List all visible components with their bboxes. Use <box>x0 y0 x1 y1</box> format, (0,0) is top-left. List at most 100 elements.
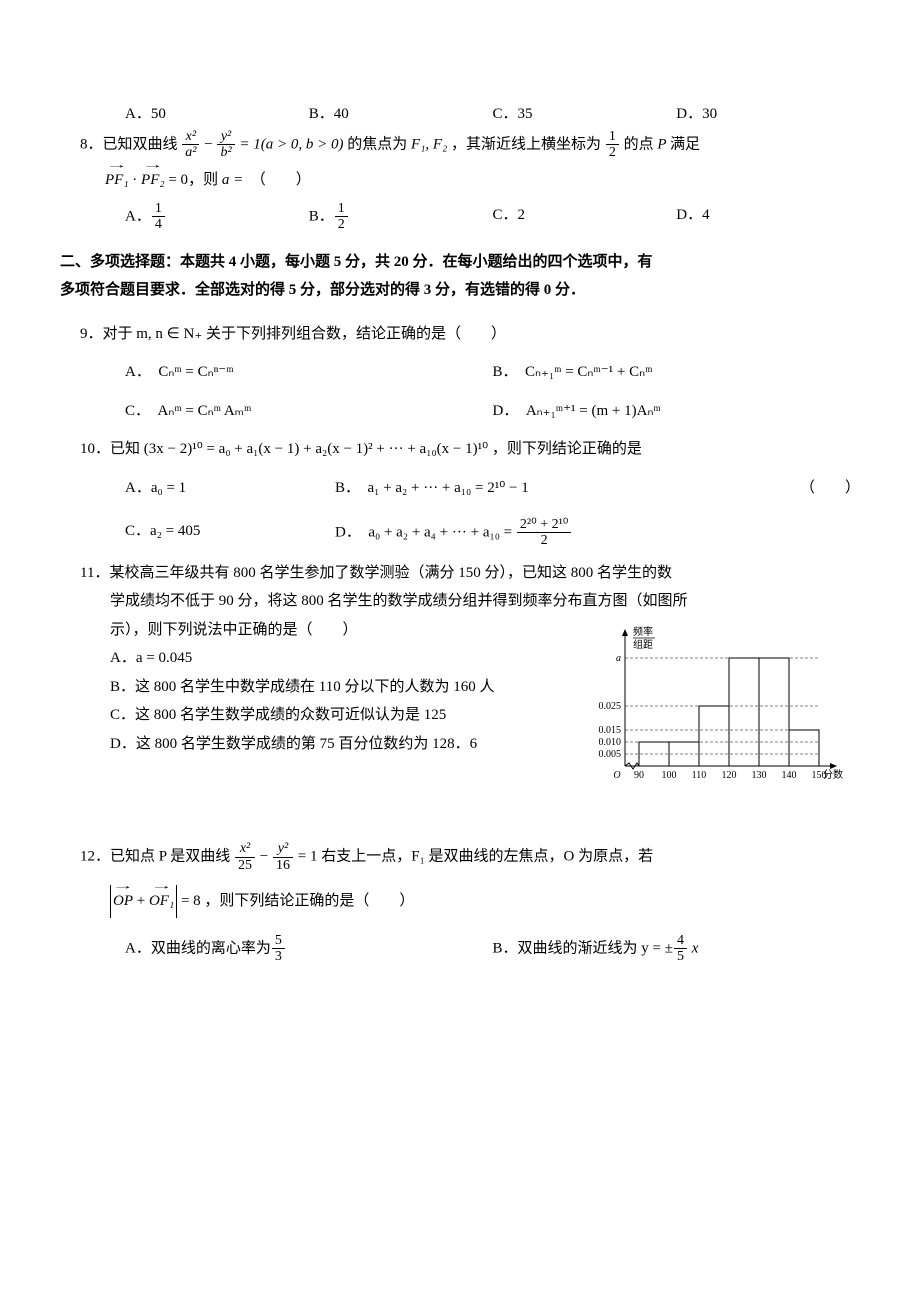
q8-prefix: 已知双曲线 <box>103 136 178 152</box>
q8-a: a = <box>218 172 243 188</box>
frac-den: 16 <box>273 858 293 873</box>
histogram-svg: a0.0250.0150.0100.0059010011012013014015… <box>580 621 860 791</box>
frac-num: 1 <box>606 129 619 145</box>
q10: 10．已知 (3x − 2)¹⁰ = a₀ + a₁(x − 1) + a₂(x… <box>60 435 860 549</box>
svg-text:a: a <box>616 653 621 664</box>
q12-a-pre: A．双曲线的离心率为 <box>125 940 271 956</box>
frac-den: 2 <box>606 145 619 160</box>
q8-l2suf: ，则 <box>188 172 218 188</box>
q9-opt-d: D． Aₙ₊₁ᵐ⁺¹ = (m + 1)Aₙᵐ <box>493 397 861 426</box>
q8-frac-x: x²a² <box>182 129 199 161</box>
q12-abs: OP + OF₁ <box>110 885 177 918</box>
vec-of: OF₁ <box>149 887 174 916</box>
svg-text:分数: 分数 <box>823 768 843 781</box>
q8-num: 8． <box>80 136 103 152</box>
frac-den: b² <box>217 145 234 160</box>
q8-suf3: 满足 <box>670 136 700 152</box>
q8-opt-b: B．12 <box>309 201 493 233</box>
opt-label: B． <box>309 208 334 224</box>
section-2-header: 二、多项选择题：本题共 4 小题，每小题 5 分，共 20 分．在每小题给出的四… <box>60 248 860 305</box>
frac-den: 25 <box>235 858 255 873</box>
sec2-l1: 二、多项选择题：本题共 4 小题，每小题 5 分，共 20 分．在每小题给出的四… <box>60 248 860 277</box>
svg-text:0.010: 0.010 <box>599 737 622 748</box>
frac-den: 5 <box>674 949 687 964</box>
svg-text:频率: 频率 <box>633 625 653 638</box>
q9-opt-a: A． Cₙᵐ = Cₙⁿ⁻ᵐ <box>125 358 493 387</box>
q8-options: A．14 B．12 C．2 D．4 <box>60 201 860 233</box>
q7-opt-a: A．50 <box>125 100 309 129</box>
q7-opt-b: B．40 <box>309 100 493 129</box>
frac-num: y² <box>273 841 293 857</box>
q12-line2: OP + OF₁ = 8 ，则下列结论正确的是（ ） <box>60 885 860 918</box>
vec-pf2: PF₂ <box>141 166 165 195</box>
q12-l2mid: = 8 ，则下列结论正确的是（ ） <box>181 893 414 909</box>
q12-opt-b: B．双曲线的渐近线为 y = ±45 x <box>493 933 861 965</box>
frac-den: 4 <box>152 217 165 232</box>
svg-text:0.005: 0.005 <box>599 749 622 760</box>
q11-l2: 学成绩均不低于 90 分，将这 800 名学生的数学成绩分组并得到频率分布直方图… <box>60 587 860 616</box>
q8-half: 12 <box>606 129 619 161</box>
q8: 8．已知双曲线 x²a² − y²b² = 1(a > 0, b > 0) 的焦… <box>60 129 860 233</box>
q8-suf2: 的点 <box>624 136 654 152</box>
frac-num: 1 <box>335 201 348 217</box>
q12-frac-y: y²16 <box>273 841 293 873</box>
q7-options: A．50 B．40 C．35 D．30 <box>60 100 860 129</box>
q11-l1: 11．某校高三年级共有 800 名学生参加了数学测验（满分 150 分），已知这… <box>60 559 860 588</box>
q12-b-suf: x <box>688 940 698 956</box>
frac-num: 2²⁰ + 2¹⁰ <box>517 517 572 533</box>
frac-num: x² <box>235 841 255 857</box>
frac-num: y² <box>217 129 234 145</box>
q11-histogram: a0.0250.0150.0100.0059010011012013014015… <box>580 621 860 802</box>
vec-pf1: PF₁ <box>105 166 129 195</box>
q12-pre: 12．已知点 P 是双曲线 <box>80 849 230 865</box>
frac-num: x² <box>182 129 199 145</box>
q9-text-inner: 9．对于 m, n ∈ N₊ 关于下列排列组合数，结论正确的是（ ） <box>80 326 506 342</box>
q8-paren: （ ） <box>243 172 311 188</box>
q10-row1: A．a₀ = 1 B． a₁ + a₂ + ··· + a₁₀ = 2¹⁰ − … <box>60 474 860 503</box>
q7-opt-c: C．35 <box>493 100 677 129</box>
q12-opt-a: A．双曲线的离心率为53 <box>125 933 493 965</box>
svg-text:110: 110 <box>692 770 707 781</box>
svg-text:O: O <box>613 770 620 781</box>
q8-frac-y: y²b² <box>217 129 234 161</box>
opt-label: A． <box>125 208 151 224</box>
svg-text:140: 140 <box>782 770 797 781</box>
frac-den: 2 <box>517 533 572 548</box>
q8-point: P <box>654 136 670 152</box>
frac-den: 2 <box>335 217 348 232</box>
q9-row1: A． Cₙᵐ = Cₙⁿ⁻ᵐ B． Cₙ₊₁ᵐ = Cₙᵐ⁻¹ + Cₙᵐ <box>60 358 860 387</box>
frac-num: 1 <box>152 201 165 217</box>
q10-d-pre: D． a₀ + a₂ + a₄ + ··· + a₁₀ = <box>335 524 516 540</box>
frac-den: a² <box>182 145 199 160</box>
q8-foci: F₁, F₂ <box>411 136 447 152</box>
q8-line1: 8．已知双曲线 x²a² − y²b² = 1(a > 0, b > 0) 的焦… <box>60 129 860 161</box>
q10-text: 10．已知 (3x − 2)¹⁰ = a₀ + a₁(x − 1) + a₂(x… <box>60 435 860 464</box>
q9-row2: C． Aₙᵐ = Cₙᵐ Aₘᵐ D． Aₙ₊₁ᵐ⁺¹ = (m + 1)Aₙᵐ <box>60 397 860 426</box>
svg-text:0.015: 0.015 <box>599 725 622 736</box>
svg-text:0.025: 0.025 <box>599 701 622 712</box>
q11: 11．某校高三年级共有 800 名学生参加了数学测验（满分 150 分），已知这… <box>60 559 860 812</box>
q8-line2: PF₁ · PF₂ = 0，则 a = （ ） <box>60 166 860 195</box>
q8-mid: 的焦点为 <box>347 136 407 152</box>
svg-text:130: 130 <box>752 770 767 781</box>
q10-opt-b: B． a₁ + a₂ + ··· + a₁₀ = 2¹⁰ − 1 <box>335 474 755 503</box>
frac-num: 4 <box>674 933 687 949</box>
q10-opt-a: A．a₀ = 1 <box>125 474 335 503</box>
svg-text:100: 100 <box>662 770 677 781</box>
q8-opt-c: C．2 <box>493 201 677 233</box>
q12-row1: A．双曲线的离心率为53 B．双曲线的渐近线为 y = ±45 x <box>60 933 860 965</box>
q8-opt-a: A．14 <box>125 201 309 233</box>
q9-text: 9．对于 m, n ∈ N₊ 关于下列排列组合数，结论正确的是（ ） <box>60 320 860 349</box>
vec-op: OP <box>113 887 133 916</box>
sec2-l2: 多项符合题目要求．全部选对的得 5 分，部分选对的得 3 分，有选错的得 0 分… <box>60 276 860 305</box>
svg-text:90: 90 <box>634 770 644 781</box>
frac-den: 3 <box>272 949 285 964</box>
q7-opt-d: D．30 <box>676 100 860 129</box>
q10-row2: C．a₂ = 405 D． a₀ + a₂ + a₄ + ··· + a₁₀ =… <box>60 517 860 549</box>
q12: 12．已知点 P 是双曲线 x²25 − y²16 = 1 右支上一点，F₁ 是… <box>60 841 860 964</box>
q10-paren: （ ） <box>755 474 860 503</box>
q9: 9．对于 m, n ∈ N₊ 关于下列排列组合数，结论正确的是（ ） A． Cₙ… <box>60 320 860 426</box>
q10-opt-c: C．a₂ = 405 <box>125 517 335 549</box>
svg-text:120: 120 <box>722 770 737 781</box>
q12-line1: 12．已知点 P 是双曲线 x²25 − y²16 = 1 右支上一点，F₁ 是… <box>60 841 860 873</box>
